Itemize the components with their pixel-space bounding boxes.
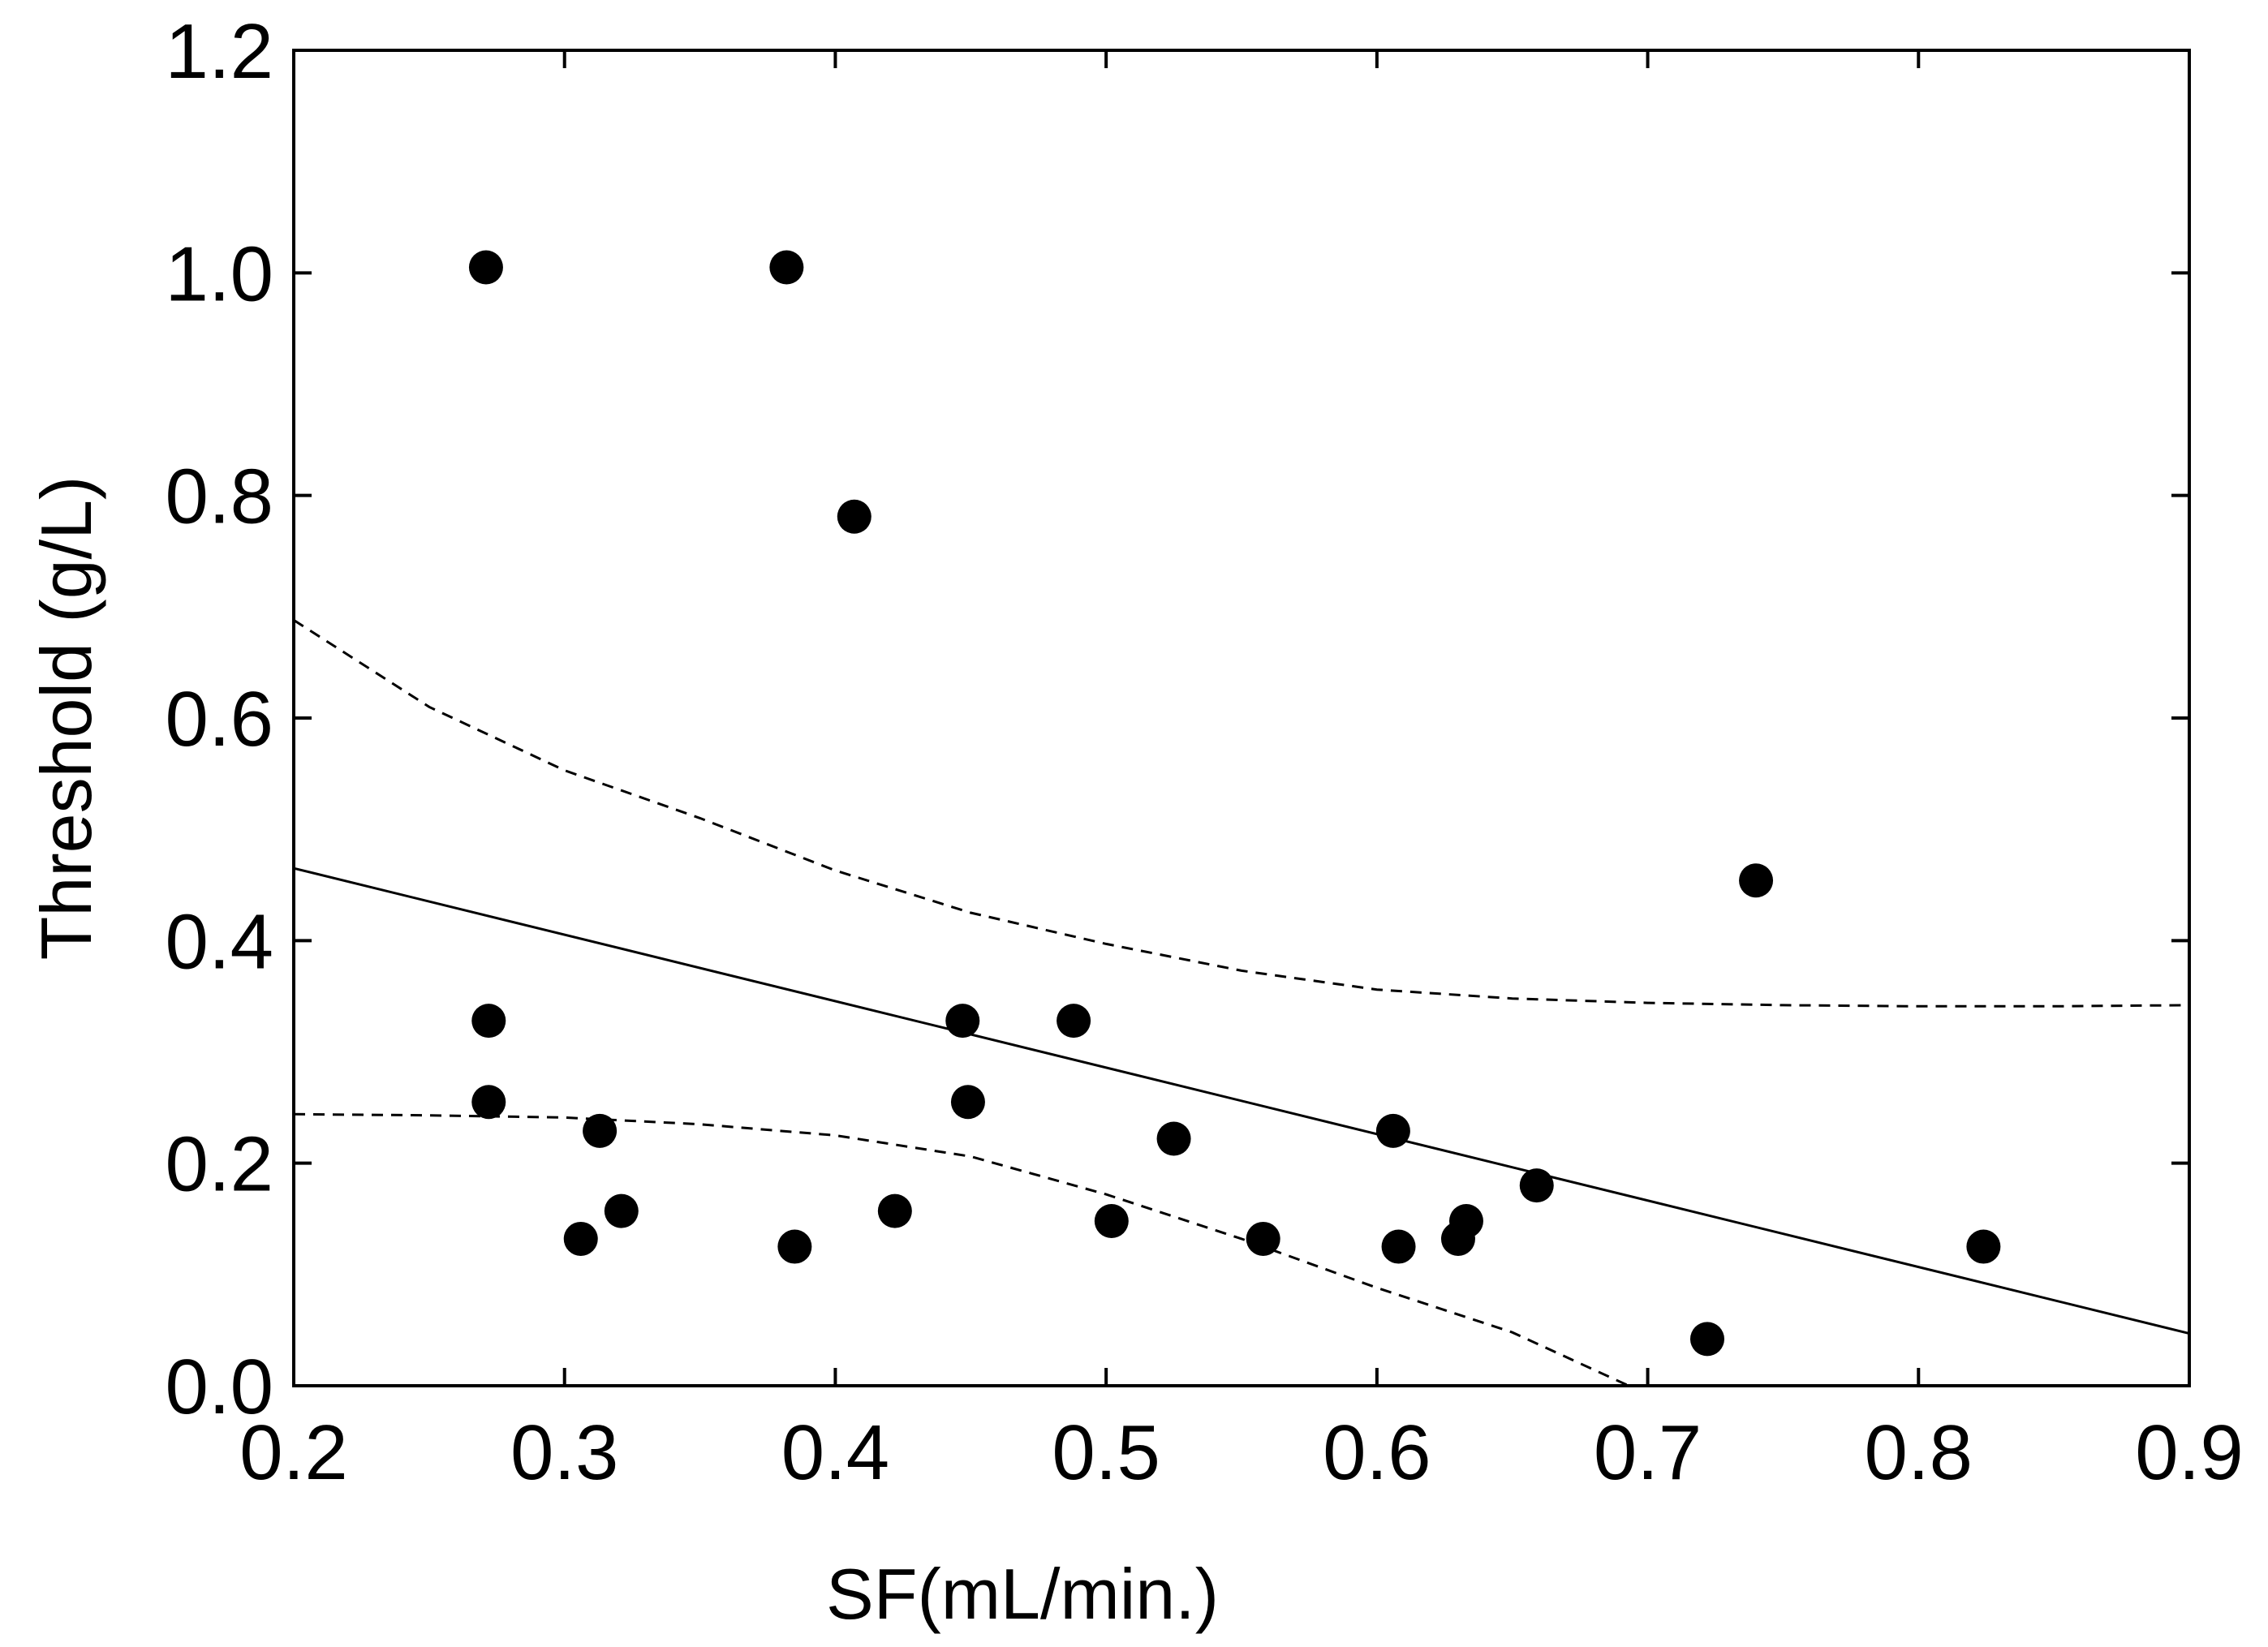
data-point [1246, 1221, 1280, 1256]
x-tick-label: 0.9 [2135, 1409, 2243, 1496]
data-point [950, 1085, 985, 1120]
y-tick-label: 0.6 [166, 676, 273, 763]
y-tick-label: 0.8 [166, 454, 273, 540]
x-tick-label: 0.7 [1594, 1409, 1702, 1496]
y-tick-label: 1.2 [166, 8, 273, 95]
data-point [777, 1229, 812, 1264]
y-axis: 0.0 0.2 0.4 0.6 0.8 1.0 1.2 [166, 8, 2189, 1430]
data-point [837, 499, 871, 534]
x-tick-label: 0.8 [1865, 1409, 1973, 1496]
data-point [583, 1113, 618, 1148]
upper-confidence-band [293, 619, 2190, 1008]
plot-area [292, 49, 2191, 1387]
data-point [1381, 1229, 1416, 1264]
data-point [563, 1221, 598, 1256]
data-point [471, 1004, 506, 1039]
data-point [604, 1193, 639, 1228]
data-point [1156, 1121, 1191, 1156]
data-point [1375, 1113, 1410, 1148]
data-point [471, 1085, 506, 1120]
data-points [468, 250, 2001, 1357]
x-tick-label: 0.6 [1323, 1409, 1431, 1496]
lower-confidence-band [293, 1112, 1629, 1387]
data-point [1519, 1168, 1554, 1203]
data-point [945, 1004, 980, 1039]
data-point [1689, 1322, 1724, 1357]
x-tick-label: 0.2 [239, 1409, 347, 1496]
x-axis-title: SF(mL/min.) [826, 1554, 1219, 1634]
data-point [1057, 1004, 1091, 1039]
x-tick-label: 0.3 [510, 1409, 618, 1496]
data-point [877, 1193, 912, 1228]
data-point [468, 250, 503, 285]
data-point [769, 250, 804, 285]
y-tick-label: 0.2 [166, 1121, 273, 1208]
x-tick-label: 0.4 [781, 1409, 889, 1496]
regression-line [293, 867, 2190, 1335]
y-tick-label: 0.0 [166, 1344, 273, 1430]
y-tick-label: 0.4 [166, 898, 273, 985]
x-axis: 0.2 0.3 0.4 0.5 0.6 0.7 0.8 0.9 [239, 50, 2244, 1496]
data-point [1739, 863, 1774, 898]
x-tick-label: 0.5 [1052, 1409, 1160, 1496]
data-point [1094, 1203, 1129, 1238]
y-tick-label: 1.0 [166, 230, 273, 317]
y-axis-title: Threshold (g/L) [26, 476, 106, 961]
data-point [1966, 1229, 2001, 1264]
data-point [1440, 1221, 1475, 1256]
